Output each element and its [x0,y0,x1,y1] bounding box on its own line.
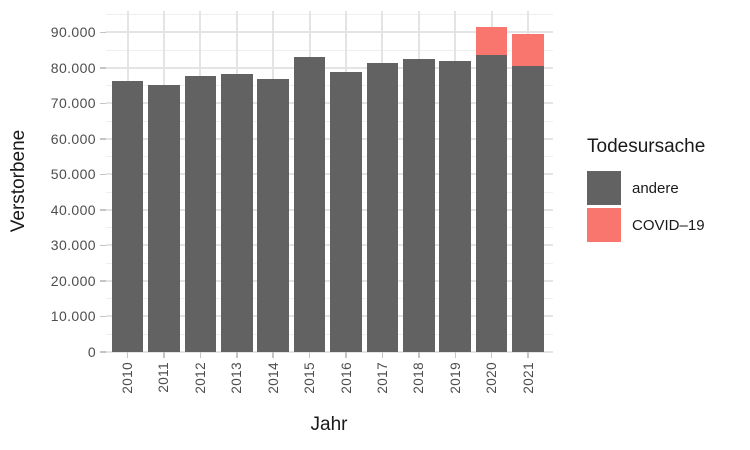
gridline-major-h [106,66,553,69]
y-tick-label-80.000: 80.000 [50,59,96,76]
y-tick-label-20.000: 20.000 [50,272,96,289]
x-axis-title: Jahr [310,414,348,435]
x-tick-mark [527,352,529,358]
y-tick-label-90.000: 90.000 [50,24,96,41]
gridline-major-h [106,351,553,353]
gridline-minor-h [106,262,553,264]
y-tick-label-60.000: 60.000 [50,130,96,147]
legend-item-andere: andere [587,171,705,205]
x-tick-label-2020: 2020 [484,362,500,394]
gridline-major-h [106,137,553,140]
legend: Todesursache andere COVID–19 [587,136,705,245]
x-tick-mark [345,352,347,358]
y-tick-label-30.000: 30.000 [50,237,96,254]
y-tick-mark [100,31,106,34]
y-tick-label-0: 0 [87,344,96,360]
bar-segment-andere-2017 [366,63,399,352]
x-tick-label-2013: 2013 [229,362,245,394]
bar-segment-andere-2014 [257,78,289,352]
y-tick-mark [100,351,106,353]
y-tick-label-40.000: 40.000 [50,201,96,218]
x-tick-label-2019: 2019 [447,362,463,394]
gridline-minor-h [106,120,553,122]
x-tick-mark [199,352,202,358]
gridline-major-h [106,244,553,247]
bar-segment-andere-2020 [475,54,508,352]
plot-panel [106,11,553,353]
legend-title: Todesursache [587,136,706,157]
x-tick-label-2018: 2018 [411,362,427,394]
y-tick-mark [100,138,106,140]
legend-item-label: andere [632,179,679,197]
gridline-major-h [106,315,553,318]
y-tick-label-70.000: 70.000 [50,95,96,112]
y-tick-label-10.000: 10.000 [50,308,96,325]
gridline-major-h [106,31,553,34]
x-tick-mark [490,352,493,358]
x-tick-label-2014: 2014 [265,362,281,394]
bar-segment-COVID–19-2021 [512,33,544,66]
legend-key-swatch [587,171,621,205]
gridline-major-h [106,102,553,105]
x-tick-label-2017: 2017 [374,362,390,394]
y-axis-title: Verstorbene [8,129,29,233]
gridline-minor-h [106,156,553,158]
y-tick-mark [100,280,106,282]
x-tick-mark [418,352,420,358]
gridline-major-h [106,173,553,176]
x-tick-mark [272,352,274,358]
y-tick-label-50.000: 50.000 [50,166,96,183]
bar-segment-andere-2021 [512,65,544,352]
y-tick-mark [100,67,106,69]
y-tick-mark [100,244,106,247]
y-tick-mark [100,315,106,318]
x-tick-label-2016: 2016 [338,362,354,394]
x-tick-mark [454,352,457,358]
x-tick-mark [126,352,129,358]
gridline-minor-h [106,333,553,335]
legend-item-label: COVID–19 [632,216,705,234]
gridline-minor-h [106,191,553,193]
x-tick-mark [163,352,165,358]
bar-segment-andere-2019 [439,61,472,352]
gridline-minor-h [106,298,553,300]
legend-rows: andere COVID–19 [587,171,705,242]
x-tick-mark [236,352,238,358]
bar-segment-andere-2010 [111,80,144,352]
gridline-minor-h [106,49,553,51]
bar-segment-andere-2015 [293,56,326,352]
gridline-minor-h [106,14,553,16]
bar-segment-andere-2011 [148,84,180,352]
bar-segment-andere-2013 [220,74,253,352]
gridline-major-h [106,279,553,282]
x-tick-label-2010: 2010 [120,362,135,394]
legend-item-COVID–19: COVID–19 [587,208,705,242]
bar-segment-andere-2012 [184,75,217,352]
legend-key-swatch [587,208,621,242]
gridline-minor-h [106,85,553,87]
y-tick-mark [100,173,106,176]
x-tick-mark [308,352,311,358]
x-tick-label-2015: 2015 [302,362,318,394]
gridline-major-h [106,208,553,211]
x-tick-label-2021: 2021 [520,362,536,394]
bar-segment-COVID–19-2020 [475,27,508,55]
bar-segment-andere-2018 [403,58,435,352]
x-tick-label-2011: 2011 [156,362,172,393]
gridline-minor-h [106,227,553,229]
bar-segment-andere-2016 [330,72,362,352]
x-tick-mark [381,352,384,358]
y-tick-mark [100,102,106,105]
x-tick-label-2012: 2012 [192,362,208,394]
y-tick-mark [100,209,106,211]
